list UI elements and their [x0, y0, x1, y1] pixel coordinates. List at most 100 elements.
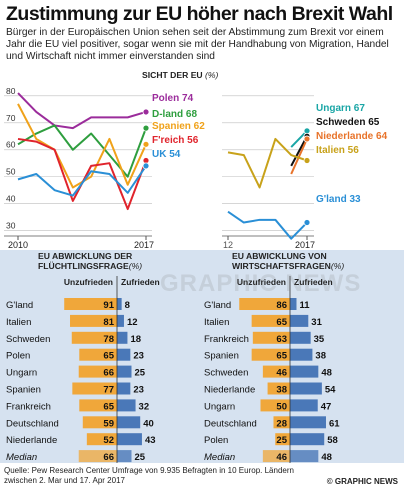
bar-panel-background: [0, 250, 404, 463]
series-label: UK 54: [152, 149, 181, 160]
category-label: Polen: [204, 435, 228, 446]
category-label: G'land: [6, 300, 33, 311]
bar-Unzufrieden: [82, 416, 117, 429]
bar-Unzufrieden: [72, 382, 117, 395]
bar-Unzufrieden: [78, 365, 117, 378]
series-label: F'reich 56: [152, 135, 199, 146]
page-title: Zustimmung zur EU höher nach Brexit Wahl: [6, 3, 393, 25]
bar-Zufrieden: [117, 348, 131, 361]
series-label: Spanien 62: [152, 121, 205, 132]
bar-Unzufrieden: [275, 433, 290, 446]
series-label: D-land 68: [152, 109, 197, 120]
category-label: Frankreich: [6, 401, 51, 412]
category-label: Schweden: [6, 334, 50, 345]
value-label-right: 40: [143, 418, 154, 429]
bar-Unzufrieden: [251, 348, 290, 361]
value-label-right: 12: [127, 317, 138, 328]
series-line-Ungarn: [290, 130, 308, 148]
bar-Zufrieden: [290, 450, 319, 463]
value-label-right: 31: [311, 317, 322, 328]
bar-Zufrieden: [117, 314, 124, 327]
series-endpoint-Italien: [303, 157, 311, 164]
series-line-G'land: [227, 210, 308, 240]
value-label-right: 23: [133, 385, 144, 396]
bar-chart-1-title: EU ABWICKLUNG DER FLÜCHTLINGSFRAGE(%): [38, 251, 198, 271]
value-label-right: 32: [139, 401, 150, 412]
value-label-left: 28: [276, 418, 287, 429]
value-label-left: 78: [103, 334, 114, 345]
line-chart-unit: (%): [205, 70, 219, 80]
value-label-left: 38: [276, 385, 287, 396]
category-label: Ungarn: [204, 401, 235, 412]
bar-chart-2-title-text: EU ABWICKLUNG VON WIRTSCHAFTSFRAGEN: [232, 251, 331, 271]
bar-Unzufrieden: [252, 331, 290, 344]
bar-Zufrieden: [117, 399, 136, 412]
value-label-right: 23: [133, 351, 144, 362]
bar-Zufrieden: [290, 416, 326, 429]
value-label-left: 50: [276, 401, 287, 412]
value-label-right: 18: [130, 334, 141, 345]
bar-Zufrieden: [290, 433, 325, 446]
bar-Zufrieden: [117, 450, 132, 463]
value-label-right: 38: [315, 351, 326, 362]
category-label: Italien: [204, 317, 229, 328]
category-label: Deutschland: [6, 418, 59, 429]
value-label-left: 46: [276, 452, 287, 463]
x-tick-label: 2010: [8, 240, 28, 250]
category-label: Median: [204, 452, 235, 463]
series-label: G'land 33: [316, 194, 361, 205]
value-label-right: 35: [314, 334, 325, 345]
bar-chart-1-unit: (%): [128, 261, 143, 271]
series-line-Schweden: [290, 135, 308, 167]
bar-Unzufrieden: [79, 348, 117, 361]
bar-chart-2-unit: (%): [330, 261, 345, 271]
bar-Zufrieden: [290, 348, 313, 361]
value-label-right: 47: [321, 401, 332, 412]
series-label: Polen 74: [152, 93, 194, 104]
bar-Unzufrieden: [262, 450, 290, 463]
bar-Zufrieden: [117, 331, 128, 344]
series-endpoint-Niederlande: [303, 135, 311, 143]
value-label-left: 59: [103, 418, 114, 429]
series-endpoint-G'land: [303, 219, 311, 226]
column-header-left: Unzufrieden: [64, 277, 113, 287]
bar-Unzufrieden: [251, 314, 290, 327]
series-label: Italien 56: [316, 145, 359, 156]
bar-Zufrieden: [290, 382, 322, 395]
column-header-right: Zufrieden: [121, 277, 160, 287]
bar-Zufrieden: [290, 298, 297, 310]
page-subtitle: Bürger in der Europäischen Union sehen s…: [6, 27, 389, 63]
series-line-Niederlande: [290, 138, 308, 175]
y-tick-label: 50: [6, 167, 16, 177]
bar-chart-1-title-text: EU ABWICKLUNG DER FLÜCHTLINGSFRAGE: [38, 251, 133, 271]
series-endpoint-Polen: [142, 108, 150, 116]
bar-Zufrieden: [290, 399, 318, 412]
value-label-left: 46: [276, 368, 287, 379]
category-label: Median: [6, 452, 37, 463]
category-label: Schweden: [204, 368, 248, 379]
bar-Zufrieden: [290, 365, 319, 378]
x-tick-label: 2017: [134, 240, 154, 250]
bar-Zufrieden: [290, 314, 309, 327]
bar-charts: Unzufrieden Zufrieden G'land 91 8 Italien 81 12…: [6, 276, 340, 463]
value-label-left: 65: [103, 401, 114, 412]
bar-Zufrieden: [290, 331, 311, 344]
value-label-right: 11: [299, 300, 310, 311]
value-label-left: 65: [276, 317, 287, 328]
bar-Unzufrieden: [64, 298, 117, 310]
line-chart-title: SICHT DER EU (%): [142, 70, 218, 80]
value-label-right: 48: [321, 368, 332, 379]
value-label-left: 63: [276, 334, 287, 345]
category-label: Spanien: [6, 385, 41, 396]
bar-Zufrieden: [117, 298, 122, 310]
series-line-D-land: [17, 124, 147, 178]
bar-Unzufrieden: [78, 450, 117, 463]
bar-Unzufrieden: [267, 382, 290, 395]
bar-Unzufrieden: [71, 331, 117, 344]
value-label-left: 86: [276, 300, 287, 311]
value-label-left: 66: [103, 452, 114, 463]
series-label: Ungarn 67: [316, 103, 365, 114]
y-tick-label: 80: [6, 86, 16, 96]
brand-credit: © GRAPHIC NEWS: [326, 477, 398, 486]
value-label-right: 8: [125, 300, 130, 311]
